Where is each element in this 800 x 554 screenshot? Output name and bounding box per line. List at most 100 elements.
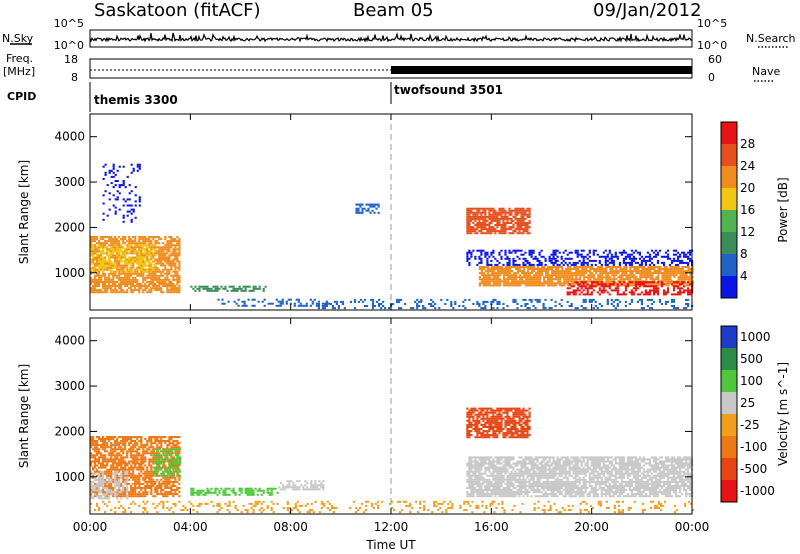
power-cell (470, 232, 473, 235)
velocity-cell (156, 444, 159, 447)
power-cell (679, 272, 682, 275)
velocity-cell (142, 482, 145, 485)
velocity-cell (130, 448, 133, 451)
power-cell (645, 276, 648, 279)
velocity-cell (178, 460, 181, 463)
power-cell (508, 217, 511, 220)
power-cell (638, 251, 641, 254)
power-cell (122, 216, 125, 219)
velocity-cell (158, 468, 161, 471)
power-cell (651, 276, 654, 279)
power-cell (689, 257, 692, 260)
power-cell (492, 300, 495, 303)
power-cell (140, 248, 143, 251)
power-cell (506, 211, 509, 214)
power-cell (598, 303, 601, 305)
power-cell (587, 284, 590, 287)
power-cell (174, 278, 177, 281)
power-cell (669, 278, 672, 281)
power-cell (488, 222, 491, 224)
power-cell (174, 287, 177, 290)
power-cell (158, 268, 161, 271)
velocity-cell (140, 489, 143, 491)
power-cell (576, 283, 579, 286)
power-cell (649, 278, 652, 281)
power-cell (484, 251, 487, 254)
power-cell (605, 280, 608, 283)
power-cell (150, 236, 153, 238)
velocity-cell (310, 486, 313, 489)
power-cell (96, 246, 99, 249)
power-cell (633, 280, 636, 283)
velocity-cell (296, 480, 299, 483)
power-cell (588, 249, 591, 252)
power-cell (687, 266, 690, 268)
power-cell (134, 268, 137, 271)
power-cell (625, 276, 628, 279)
power-cell (584, 287, 587, 290)
power-cell (114, 262, 117, 265)
power-cell (146, 244, 149, 247)
power-cell (585, 276, 588, 279)
power-cell (597, 274, 600, 277)
velocity-cell (98, 448, 101, 451)
power-cell (567, 272, 570, 275)
power-cell (126, 252, 129, 255)
velocity-cell (306, 486, 309, 489)
power-cell (108, 266, 111, 269)
cpid-label: CPID (7, 90, 37, 103)
velocity-cell (114, 446, 117, 449)
power-cell (527, 266, 530, 268)
power-cell (543, 266, 546, 268)
velocity-cell (146, 476, 149, 479)
velocity-cell (118, 479, 121, 482)
power-cell (621, 274, 624, 277)
power-cell (478, 266, 481, 268)
nave-tick-low: 0 (708, 71, 715, 84)
velocity-cell (116, 468, 119, 471)
power-cell (641, 284, 644, 287)
velocity-cell (142, 476, 145, 479)
velocity-cell (102, 481, 105, 484)
power-cell (482, 268, 485, 270)
velocity-cell (150, 446, 153, 449)
power-cell (96, 281, 99, 283)
velocity-cell (174, 462, 177, 465)
power-cell (355, 209, 358, 212)
velocity-cell (174, 478, 177, 481)
power-cell (168, 244, 171, 247)
power-cell (488, 284, 491, 287)
power-cell (178, 287, 181, 290)
power-cell (662, 291, 666, 294)
velocity-cell (162, 495, 165, 498)
power-cell (102, 266, 105, 269)
power-cell (494, 213, 497, 216)
power-cell (567, 284, 570, 287)
power-cell (250, 289, 253, 292)
velocity-cell (140, 458, 143, 461)
velocity-cell (288, 484, 291, 487)
velocity-cell (308, 488, 311, 491)
power-cell (122, 182, 125, 185)
power-cell (98, 276, 101, 279)
velocity-cell (108, 481, 111, 484)
power-cell (144, 240, 147, 243)
power-cell (116, 266, 119, 269)
power-cell (488, 209, 491, 212)
power-cell (672, 298, 676, 301)
power-cell (529, 266, 532, 268)
velocity-cell (154, 487, 157, 489)
power-cell (522, 268, 526, 270)
velocity-cell (110, 452, 113, 455)
power-cell (92, 250, 95, 253)
power-cell (174, 285, 177, 287)
power-cell (476, 215, 479, 218)
velocity-cell (466, 413, 469, 416)
velocity-cell (160, 436, 163, 438)
power-cell (612, 283, 615, 286)
velocity-cell (106, 438, 109, 440)
power-cell (124, 186, 127, 189)
power-cell (146, 256, 149, 259)
power-cell (582, 281, 585, 284)
power-cell (128, 246, 131, 249)
